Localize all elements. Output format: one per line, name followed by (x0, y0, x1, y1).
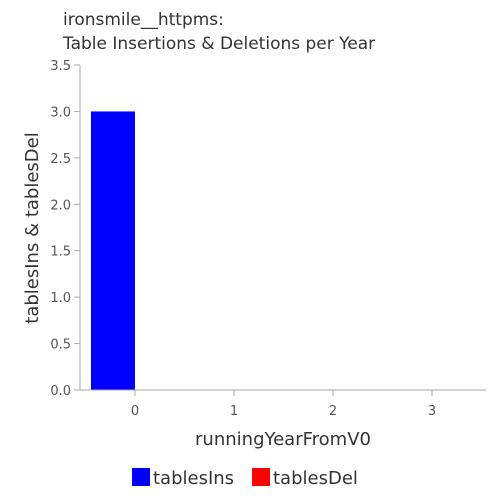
legend-swatch-tablesIns (132, 468, 150, 486)
legend-swatch-tablesDel (252, 468, 270, 486)
bars-group (91, 111, 135, 390)
chart-title-line-1: ironsmile__httpms: (63, 10, 224, 30)
x-tick-label: 1 (230, 404, 238, 419)
x-tick-label: 3 (428, 404, 436, 419)
y-tick-label: 2.0 (50, 198, 71, 213)
y-tick-label: 0.5 (50, 338, 71, 353)
y-tick-label: 3.5 (50, 59, 71, 74)
x-axis-ticks: 0 1 2 3 (131, 390, 436, 419)
chart-title: ironsmile__httpms: Table Insertions & De… (63, 8, 375, 56)
legend: tablesIns tablesDel (132, 468, 358, 489)
legend-label-tablesIns: tablesIns (153, 468, 234, 489)
y-tick-label: 2.5 (50, 152, 71, 167)
x-tick-label: 0 (131, 404, 139, 419)
y-tick-label: 1.5 (50, 245, 71, 260)
bar-tablesIns-0 (91, 111, 135, 390)
y-tick-label: 0.0 (50, 384, 71, 399)
legend-label-tablesDel: tablesDel (273, 468, 358, 489)
y-tick-label: 1.0 (50, 291, 71, 306)
x-tick-label: 2 (329, 404, 337, 419)
y-axis-ticks: 0.0 0.5 1.0 1.5 2.0 2.5 3.0 3.5 (50, 59, 80, 399)
y-tick-label: 3.0 (50, 105, 71, 120)
chart-title-line-2: Table Insertions & Deletions per Year (63, 34, 376, 54)
x-axis-title: runningYearFromV0 (195, 429, 371, 450)
y-axis-title: tablesIns & tablesDel (22, 132, 43, 323)
